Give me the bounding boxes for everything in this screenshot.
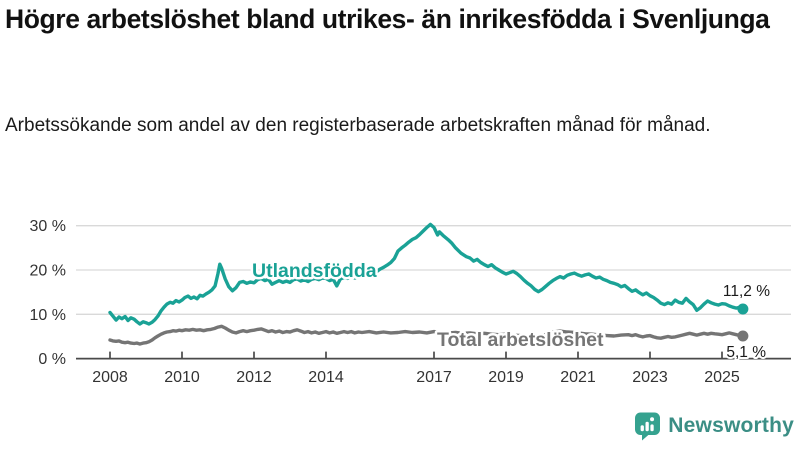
x-axis-tick-label: 2014 (308, 369, 344, 386)
series-label: Total arbetslöshet (437, 329, 604, 351)
series-label: Utlandsfödda (252, 260, 377, 282)
x-axis-tick-label: 2008 (92, 369, 128, 386)
x-axis-tick-label: 2019 (488, 369, 524, 386)
newsworthy-logo-text: Newsworthy (668, 414, 794, 437)
page-title: Högre arbetslöshet bland utrikes- än inr… (5, 4, 770, 34)
y-axis-tick-label: 30 % (30, 218, 66, 235)
x-axis-tick-label: 2025 (704, 369, 740, 386)
series-line-total (108, 324, 745, 346)
x-axis-tick-label: 2010 (164, 369, 200, 386)
newsworthy-logo: Newsworthy (634, 411, 794, 441)
series-line-utlandsfodda (108, 222, 745, 326)
x-axis-tick-label: 2021 (560, 369, 596, 386)
x-axis-tick-label: 2012 (236, 369, 272, 386)
series-end-dot (737, 303, 749, 315)
x-axis-tick-label: 2017 (416, 369, 452, 386)
y-axis-tick-label: 0 % (38, 351, 66, 368)
y-axis-tick-label: 20 % (30, 263, 66, 280)
bar-chart-speech-bubble-icon (635, 412, 661, 441)
x-axis-tick-label: 2023 (632, 369, 668, 386)
page-subtitle: Arbetssökande som andel av den registerb… (5, 115, 711, 136)
series-end-value-label: 11,2 % (723, 283, 770, 300)
series-end-dot (737, 330, 749, 342)
series-end-value-label: 5,1 % (726, 344, 766, 361)
unemployment-line-chart: 0 % 10 % 20 % 30 % 2008 2010 2012 2014 2017 2019 2… (30, 218, 791, 386)
y-axis-tick-label: 10 % (30, 307, 66, 324)
